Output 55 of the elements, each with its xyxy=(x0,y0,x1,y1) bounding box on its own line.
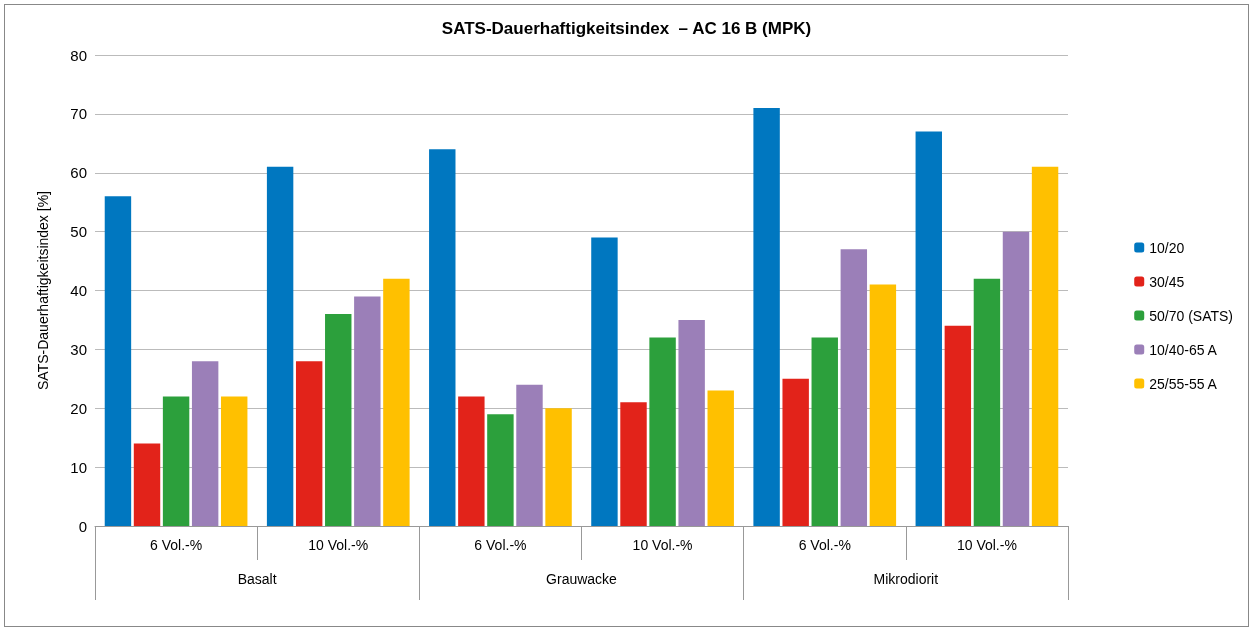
x-tick-label: 6 Vol.-% xyxy=(798,537,851,553)
y-tick-label: 10 xyxy=(70,458,87,476)
bar xyxy=(383,278,410,526)
text: Basalt xyxy=(237,571,277,587)
legend-label: 10/40-65 A xyxy=(1149,341,1218,358)
y-tick-label: 30 xyxy=(70,340,87,358)
text: Grauwacke xyxy=(546,571,618,587)
bar xyxy=(221,396,248,526)
legend-label: 50/70 (SATS) xyxy=(1149,307,1234,324)
bar xyxy=(191,361,219,526)
bar xyxy=(840,249,868,526)
x-tick-label: 10 Vol.-% xyxy=(308,537,369,553)
bar xyxy=(649,337,676,526)
x-tick-label: 10 Vol.-% xyxy=(956,537,1017,553)
y-tick-label: 50 xyxy=(70,223,87,241)
bar xyxy=(1002,231,1030,526)
bar xyxy=(325,314,352,526)
bar xyxy=(429,149,456,526)
bar xyxy=(915,131,942,526)
bar xyxy=(707,390,734,526)
bar xyxy=(458,396,485,526)
bar xyxy=(782,378,809,526)
bar xyxy=(104,196,132,526)
bar xyxy=(133,443,161,526)
bar xyxy=(869,284,897,526)
bar xyxy=(516,384,543,526)
bar xyxy=(487,414,514,526)
y-tick-label: 60 xyxy=(70,164,87,182)
bar xyxy=(295,361,323,526)
bar xyxy=(678,319,705,526)
x-tick-label: 6 Vol.-% xyxy=(150,537,203,553)
legend-label: 30/45 xyxy=(1149,273,1185,290)
y-tick-label: 80 xyxy=(70,46,87,64)
bar xyxy=(620,402,647,526)
bar xyxy=(591,237,618,526)
bar xyxy=(545,408,572,526)
y-axis-title: SATS-Dauerhaftigkeitsindex [%] xyxy=(35,191,51,390)
bar xyxy=(811,337,838,526)
legend-label: 25/55-55 A xyxy=(1149,375,1218,392)
chart-title: SATS-Dauerhaftigkeitsindex – AC 16 B (MPK) xyxy=(441,19,812,38)
bar xyxy=(944,325,972,526)
y-tick-label: 40 xyxy=(70,282,87,299)
bar xyxy=(266,166,294,526)
bar xyxy=(162,396,190,526)
y-tick-label: 0 xyxy=(78,517,87,535)
bar xyxy=(354,296,381,526)
bar xyxy=(1031,166,1059,526)
bar xyxy=(753,107,780,526)
legend-label: 10/20 xyxy=(1149,239,1185,256)
y-tick-label: 70 xyxy=(70,105,87,123)
x-tick-label: 10 Vol.-% xyxy=(632,537,693,553)
x-tick-label: 6 Vol.-% xyxy=(474,537,527,553)
y-tick-label: 20 xyxy=(70,399,87,417)
text: Mikrodiorit xyxy=(873,571,939,587)
bar xyxy=(973,278,1001,526)
